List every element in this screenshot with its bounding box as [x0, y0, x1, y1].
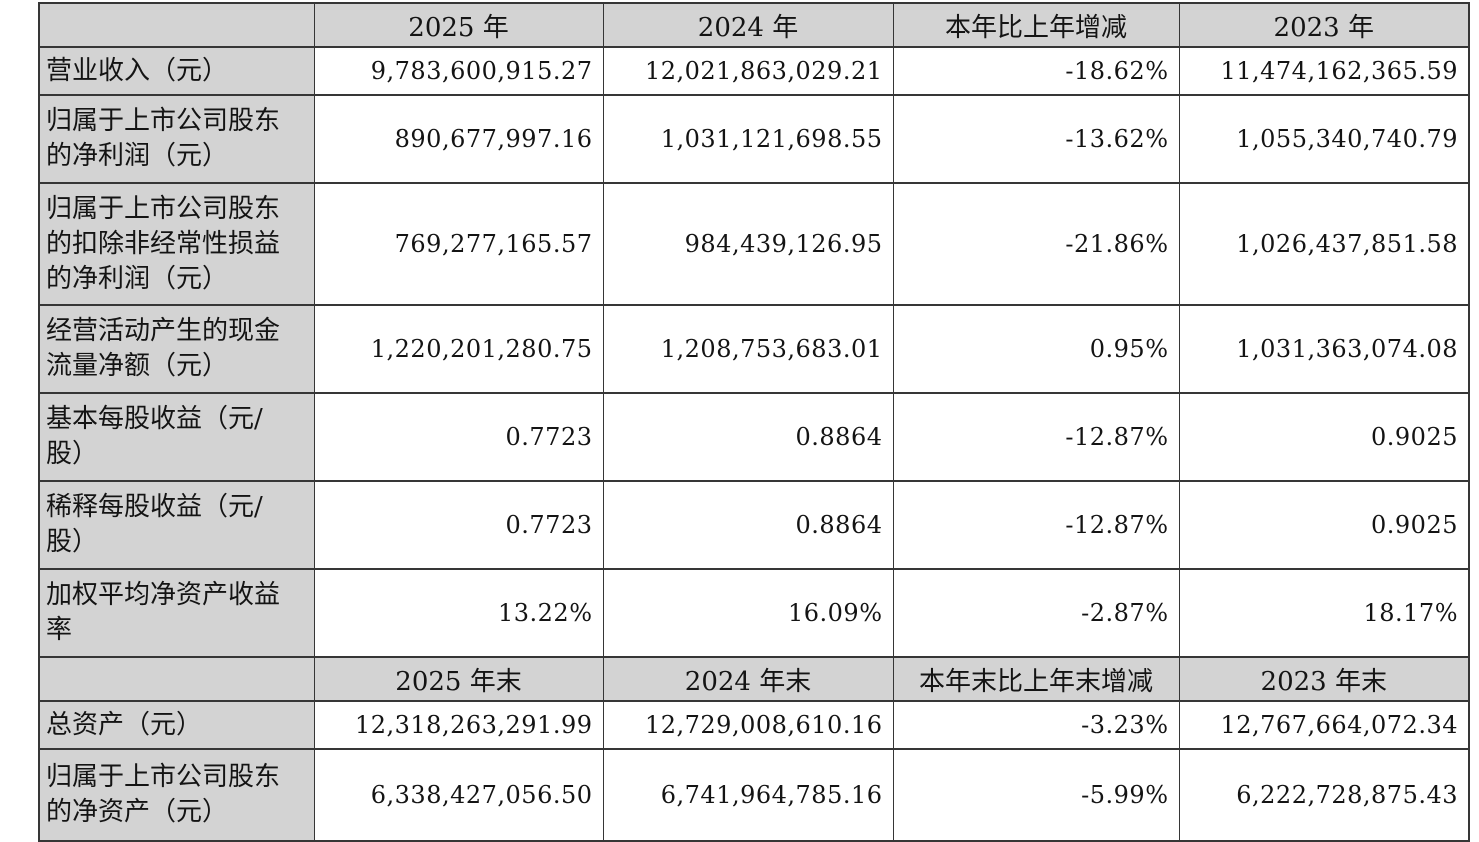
value-2023-end: 6,222,728,875.43 [1178, 748, 1470, 842]
value-2023: 0.9025 [1178, 392, 1470, 482]
col-header-2025-end: 2025 年末 [313, 656, 604, 702]
row-basic-eps: 基本每股收益（元/股） 0.7723 0.8864 -12.87% 0.9025 [38, 392, 1470, 482]
value-yoy-change: -12.87% [892, 480, 1180, 570]
value-2024: 16.09% [602, 568, 894, 658]
row-diluted-eps: 稀释每股收益（元/股） 0.7723 0.8864 -12.87% 0.9025 [38, 480, 1470, 570]
row-label: 加权平均净资产收益率 [38, 568, 315, 658]
row-operating-revenue: 营业收入（元） 9,783,600,915.27 12,021,863,029.… [38, 46, 1470, 96]
row-label: 归属于上市公司股东的扣除非经常性损益的净利润（元） [38, 182, 315, 306]
row-net-profit-attributable: 归属于上市公司股东的净利润（元） 890,677,997.16 1,031,12… [38, 94, 1470, 184]
value-yoy-change: -13.62% [892, 94, 1180, 184]
key-financials-table: 2025 年 2024 年 本年比上年增减 2023 年 营业收入（元） 9,7… [38, 2, 1470, 842]
row-net-assets-attributable: 归属于上市公司股东的净资产（元） 6,338,427,056.50 6,741,… [38, 748, 1470, 842]
period-end-header-row: 2025 年末 2024 年末 本年末比上年末增减 2023 年末 [38, 656, 1470, 702]
row-label: 归属于上市公司股东的净利润（元） [38, 94, 315, 184]
col-header-2024: 2024 年 [602, 2, 894, 48]
value-yoy-change: -2.87% [892, 568, 1180, 658]
value-2024-end: 12,729,008,610.16 [602, 700, 894, 750]
value-2023: 1,055,340,740.79 [1178, 94, 1470, 184]
financial-summary: 2025 年 2024 年 本年比上年增减 2023 年 营业收入（元） 9,7… [38, 2, 1470, 842]
col-header-2025: 2025 年 [313, 2, 604, 48]
row-label: 稀释每股收益（元/股） [38, 480, 315, 570]
annual-header-row: 2025 年 2024 年 本年比上年增减 2023 年 [38, 2, 1470, 48]
value-2023: 1,026,437,851.58 [1178, 182, 1470, 306]
value-2025: 0.7723 [313, 392, 604, 482]
row-label: 营业收入（元） [38, 46, 315, 96]
value-2023-end: 12,767,664,072.34 [1178, 700, 1470, 750]
row-net-profit-excl-nonrecurring: 归属于上市公司股东的扣除非经常性损益的净利润（元） 769,277,165.57… [38, 182, 1470, 306]
value-2024: 984,439,126.95 [602, 182, 894, 306]
row-label: 基本每股收益（元/股） [38, 392, 315, 482]
value-2023: 1,031,363,074.08 [1178, 304, 1470, 394]
value-2024: 1,208,753,683.01 [602, 304, 894, 394]
value-2024: 12,021,863,029.21 [602, 46, 894, 96]
value-2025: 13.22% [313, 568, 604, 658]
value-yoy-change: -21.86% [892, 182, 1180, 306]
value-period-end-change: -3.23% [892, 700, 1180, 750]
value-2025: 1,220,201,280.75 [313, 304, 604, 394]
value-2025-end: 6,338,427,056.50 [313, 748, 604, 842]
col-header-yoy-change: 本年比上年增减 [892, 2, 1180, 48]
value-2024: 0.8864 [602, 480, 894, 570]
value-2025: 769,277,165.57 [313, 182, 604, 306]
col-header-period-end-change: 本年末比上年末增减 [892, 656, 1180, 702]
value-2023: 11,474,162,365.59 [1178, 46, 1470, 96]
annual-header-blank-cell [38, 2, 315, 48]
row-label: 归属于上市公司股东的净资产（元） [38, 748, 315, 842]
col-header-2023-end: 2023 年末 [1178, 656, 1470, 702]
value-2025-end: 12,318,263,291.99 [313, 700, 604, 750]
value-2025: 0.7723 [313, 480, 604, 570]
value-yoy-change: 0.95% [892, 304, 1180, 394]
value-2024: 0.8864 [602, 392, 894, 482]
value-2025: 9,783,600,915.27 [313, 46, 604, 96]
col-header-2023: 2023 年 [1178, 2, 1470, 48]
row-label: 经营活动产生的现金流量净额（元） [38, 304, 315, 394]
value-period-end-change: -5.99% [892, 748, 1180, 842]
value-yoy-change: -18.62% [892, 46, 1180, 96]
period-end-header-blank-cell [38, 656, 315, 702]
row-total-assets: 总资产（元） 12,318,263,291.99 12,729,008,610.… [38, 700, 1470, 750]
value-2023: 18.17% [1178, 568, 1470, 658]
row-weighted-avg-roe: 加权平均净资产收益率 13.22% 16.09% -2.87% 18.17% [38, 568, 1470, 658]
value-2023: 0.9025 [1178, 480, 1470, 570]
value-2024: 1,031,121,698.55 [602, 94, 894, 184]
value-yoy-change: -12.87% [892, 392, 1180, 482]
value-2024-end: 6,741,964,785.16 [602, 748, 894, 842]
col-header-2024-end: 2024 年末 [602, 656, 894, 702]
value-2025: 890,677,997.16 [313, 94, 604, 184]
row-label: 总资产（元） [38, 700, 315, 750]
row-operating-cash-flow: 经营活动产生的现金流量净额（元） 1,220,201,280.75 1,208,… [38, 304, 1470, 394]
